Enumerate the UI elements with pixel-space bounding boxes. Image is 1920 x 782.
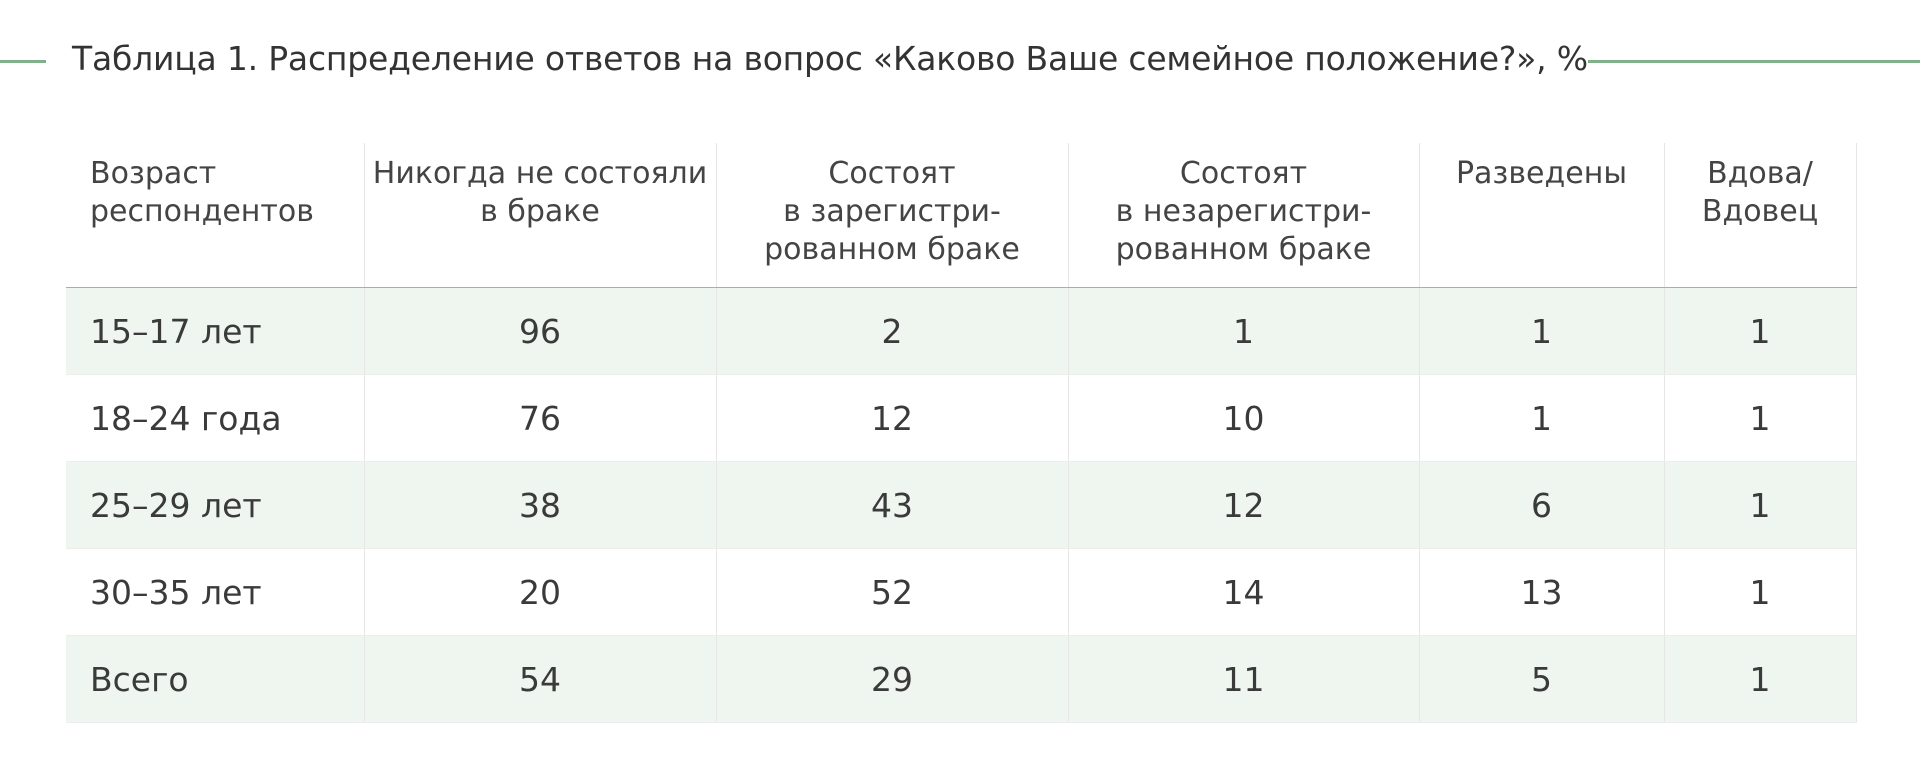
column-header-divorced: Разведены <box>1419 143 1665 288</box>
column-header-line: в браке <box>480 194 600 229</box>
column-header-line: Разведены <box>1455 156 1628 191</box>
table-title-bar: Таблица 1. Распределение ответов на вопр… <box>0 30 1920 90</box>
column-header-line: Возраст <box>90 156 217 191</box>
column-header-line: Состоят <box>1179 156 1308 191</box>
row-label-cell: 15–17 лет <box>66 287 365 375</box>
column-header-never-married: Никогда не состояли в браке <box>364 143 717 288</box>
table-cell: 14 <box>1068 548 1420 636</box>
table-cell: 52 <box>716 548 1069 636</box>
table-cell: 1 <box>1664 635 1857 723</box>
table-cell: 76 <box>364 374 717 462</box>
column-header-line: в зарегистри- <box>783 194 1001 229</box>
row-label-cell: 30–35 лет <box>66 548 365 636</box>
table-cell: 1 <box>1664 287 1857 375</box>
table-row: 30–35 лет 20 52 14 13 1 <box>66 548 1857 636</box>
table-cell: 11 <box>1068 635 1420 723</box>
table-cell: 12 <box>716 374 1069 462</box>
table-cell: 1 <box>1664 548 1857 636</box>
row-label-cell: 18–24 года <box>66 374 365 462</box>
table-row: 15–17 лет 96 2 1 1 1 <box>66 287 1857 375</box>
table-cell: 38 <box>364 461 717 549</box>
table-cell: 1 <box>1664 461 1857 549</box>
table-row: 25–29 лет 38 43 12 6 1 <box>66 461 1857 549</box>
column-header-line: Вдовец <box>1701 194 1819 229</box>
marital-status-table: Возраст респондентов Никогда не состояли… <box>66 143 1857 723</box>
column-header-line: Никогда не состояли <box>372 156 708 191</box>
column-header-widowed: Вдова/ Вдовец <box>1664 143 1857 288</box>
column-header-line: Вдова/ <box>1707 156 1813 191</box>
column-header-line: респондентов <box>90 194 314 229</box>
table-row-total: Всего 54 29 11 5 1 <box>66 635 1857 723</box>
column-header-line: рованном браке <box>1115 232 1372 267</box>
table-cell: 96 <box>364 287 717 375</box>
column-header-line: в незарегистри- <box>1115 194 1372 229</box>
marital-status-table-wrapper: Возраст респондентов Никогда не состояли… <box>66 143 1857 723</box>
title-rule-right <box>1588 60 1920 63</box>
title-rule-left <box>0 60 46 63</box>
table-cell: 2 <box>716 287 1069 375</box>
table-row: 18–24 года 76 12 10 1 1 <box>66 374 1857 462</box>
column-header-age: Возраст респондентов <box>66 143 365 288</box>
column-header-line: рованном браке <box>764 232 1020 267</box>
row-label-cell: Всего <box>66 635 365 723</box>
table-cell: 10 <box>1068 374 1420 462</box>
row-label-cell: 25–29 лет <box>66 461 365 549</box>
column-header-line: Состоят <box>828 156 956 191</box>
table-cell: 12 <box>1068 461 1420 549</box>
column-header-unregistered-marriage: Состоят в незарегистри- рованном браке <box>1068 143 1420 288</box>
table-cell: 1 <box>1419 287 1665 375</box>
table-header-row: Возраст респондентов Никогда не состояли… <box>66 143 1857 288</box>
table-cell: 1 <box>1419 374 1665 462</box>
table-title: Таблица 1. Распределение ответов на вопр… <box>72 39 1588 78</box>
table-cell: 1 <box>1664 374 1857 462</box>
table-cell: 43 <box>716 461 1069 549</box>
table-cell: 13 <box>1419 548 1665 636</box>
table-cell: 54 <box>364 635 717 723</box>
table-cell: 6 <box>1419 461 1665 549</box>
table-cell: 29 <box>716 635 1069 723</box>
table-cell: 5 <box>1419 635 1665 723</box>
table-cell: 20 <box>364 548 717 636</box>
table-cell: 1 <box>1068 287 1420 375</box>
column-header-registered-marriage: Состоят в зарегистри- рованном браке <box>716 143 1069 288</box>
